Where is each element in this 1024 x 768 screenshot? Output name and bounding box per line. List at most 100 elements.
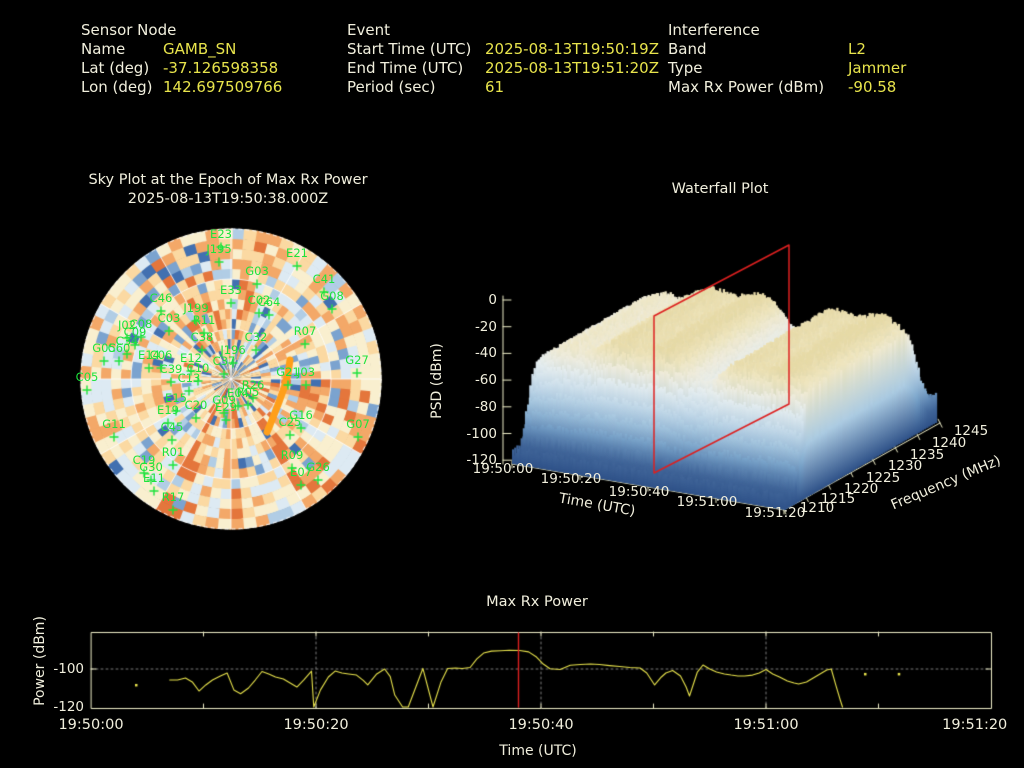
satellite-label-G07: G07	[346, 417, 370, 431]
waterfall-time-tick-4: 19:51:20	[744, 505, 806, 521]
satellite-label-C46: C46	[149, 291, 173, 305]
satellite-label-C02: C02	[247, 293, 271, 307]
satellite-label-R09: R09	[280, 448, 304, 462]
waterfall-psd-tick-5: -100	[466, 425, 497, 442]
satellite-label-R26: R26	[241, 378, 265, 392]
satellite-label-C38: C38	[190, 330, 214, 344]
power-y-tick-1: -120	[53, 699, 84, 715]
skyplot-epoch: 2025-08-13T19:50:38.000Z	[127, 191, 329, 207]
waterfall-psd-tick-4: -80	[474, 398, 497, 415]
waterfall-psd-tick-0: 0	[488, 292, 497, 308]
sensor-node-title: Sensor Node	[81, 21, 177, 39]
waterfall-time-tick-3: 19:51:00	[676, 494, 738, 510]
satellite-label-R05: R05	[236, 385, 260, 399]
satellite-label-E33: E33	[220, 283, 242, 297]
satellite-label-C06: C06	[149, 348, 173, 362]
satellite-label-C32: C32	[244, 330, 268, 344]
waterfall-psd-tick-2: -40	[474, 345, 497, 362]
event-period-value: 61	[485, 78, 505, 96]
satellite-label-E19: E19	[157, 403, 179, 417]
satellite-label-C60: C60	[107, 341, 131, 355]
satellite-label-C19: C19	[132, 453, 156, 467]
skyplot-satellite-labels: E23 J195 E21 G03 C41 E33 G08 C46 J199 C02 C64 C03 R1…	[76, 227, 381, 528]
satellite-label-R11: R11	[192, 313, 216, 327]
waterfall-freq-tick-6: 1240	[931, 435, 967, 451]
satellite-label-C13: C13	[177, 371, 201, 385]
satellite-label-E14: E14	[138, 348, 160, 362]
interference-band-label: Band	[668, 40, 707, 58]
waterfall-freq-tick-7: 1245	[953, 423, 989, 439]
waterfall-psd-tick-1: -20	[474, 318, 497, 335]
satellite-label-E15: E15	[165, 391, 187, 405]
satellite-label-J03: J03	[296, 365, 316, 379]
power-y-tick-0: -100	[53, 661, 84, 677]
waterfall-freq-tick-5: 1235	[909, 447, 945, 463]
satellite-label-C25: C25	[278, 415, 302, 429]
event-end-label: End Time (UTC)	[347, 59, 464, 77]
satellite-label-G11: G11	[102, 417, 126, 431]
interference-type-value: Jammer	[848, 59, 907, 77]
satellite-label-E29: E29	[215, 400, 237, 414]
power-plot-title: Max Rx Power	[486, 594, 588, 610]
satellite-label-C05: C05	[75, 370, 99, 384]
waterfall-time-tick-2: 19:50:40	[608, 484, 670, 500]
sensor-lon-label: Lon (deg)	[81, 78, 153, 96]
satellite-label-C34: C34	[115, 334, 139, 348]
satellite-label-R07: R07	[293, 324, 317, 338]
satellite-label-C03: C03	[157, 311, 181, 325]
satellite-label-C37: C37	[212, 354, 236, 368]
waterfall-time-tick-0: 19:50:00	[472, 461, 534, 477]
power-x-tick-4: 19:51:20	[942, 717, 1008, 733]
interference-power-label: Max Rx Power (dBm)	[668, 78, 825, 96]
waterfall-freq-tick-0: 1210	[799, 500, 835, 516]
satellite-label-C09: C09	[123, 325, 147, 339]
waterfall-psd-tick-6: -120	[466, 452, 497, 469]
sensor-lat-label: Lat (deg)	[81, 59, 150, 77]
satellite-label-C45: C45	[160, 420, 184, 434]
satellite-label-J196: J196	[220, 343, 246, 357]
sensor-lat-value: -37.126598358	[163, 59, 279, 77]
satellite-label-G21: G21	[276, 365, 300, 379]
power-x-axis-label: Time (UTC)	[499, 743, 577, 759]
power-x-tick-1: 19:50:20	[283, 717, 349, 733]
satellite-label-E21: E21	[286, 246, 308, 260]
event-end-value: 2025-08-13T19:51:20Z	[485, 59, 659, 77]
interference-type-label: Type	[668, 59, 703, 77]
satellite-label-E12: E12	[180, 351, 202, 365]
satellite-label-C41: C41	[312, 272, 336, 286]
power-x-tick-2: 19:50:40	[508, 717, 574, 733]
satellite-label-E07: E07	[290, 465, 312, 479]
power-y-axis-label: Power (dBm)	[32, 616, 48, 706]
event-start-value: 2025-08-13T19:50:19Z	[485, 40, 659, 58]
event-title: Event	[347, 21, 390, 39]
satellite-label-J02: J02	[117, 318, 137, 332]
satellite-label-E23: E23	[210, 227, 232, 241]
satellite-label-G16: G16	[289, 408, 313, 422]
interference-power-value: -90.58	[848, 78, 897, 96]
sensor-name-label: Name	[81, 40, 126, 58]
power-x-tick-0: 19:50:00	[58, 717, 124, 733]
waterfall-freq-tick-2: 1220	[843, 481, 879, 497]
skyplot-title: Sky Plot at the Epoch of Max Rx Power	[88, 172, 368, 188]
satellite-label-R17: R17	[161, 490, 185, 504]
satellite-label-G09: G09	[212, 393, 236, 407]
waterfall-freq-tick-1: 1215	[820, 491, 856, 507]
satellite-label-E11: E11	[143, 471, 165, 485]
waterfall-title: Waterfall Plot	[671, 181, 769, 197]
interference-title: Interference	[668, 21, 760, 39]
satellite-label-G05: G05	[92, 341, 116, 355]
satellite-label-J195: J195	[206, 242, 232, 256]
satellite-label-J199: J199	[183, 301, 209, 315]
satellite-label-C10: C10	[186, 361, 210, 375]
event-period-label: Period (sec)	[347, 78, 436, 96]
satellite-label-C64: C64	[257, 295, 281, 309]
satellite-label-C20: C20	[184, 398, 208, 412]
waterfall-freq-tick-4: 1230	[887, 458, 923, 474]
sensor-lon-value: 142.697509766	[163, 78, 283, 96]
satellite-label-G08: G08	[320, 289, 344, 303]
satellite-label-G27: G27	[345, 353, 369, 367]
waterfall-psd-axis-label: PSD (dBm)	[429, 343, 445, 419]
satellite-label-G03: G03	[245, 264, 269, 278]
